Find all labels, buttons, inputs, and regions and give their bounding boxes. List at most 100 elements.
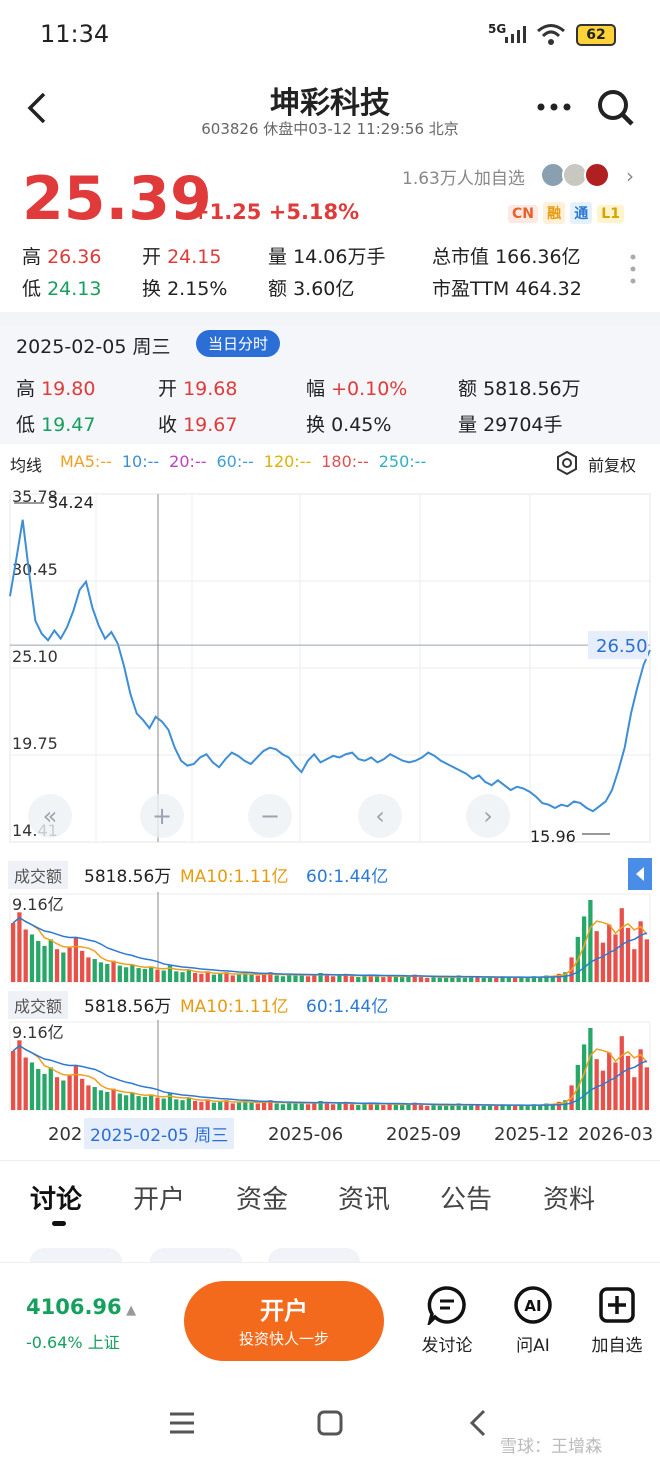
volume-bar (544, 975, 549, 982)
tab-announcements[interactable]: 公告 (440, 1185, 493, 1215)
volume-label: 成交额 (8, 861, 69, 889)
volume-bar (500, 1104, 505, 1110)
chevron-right-icon[interactable]: › (626, 164, 634, 188)
volume-bar (594, 931, 599, 982)
x-tick: 2026-03 (578, 1124, 654, 1145)
volume-bar (111, 1088, 116, 1110)
battery-icon: 62 (576, 24, 616, 46)
x-axis: 202 2025-02-05 周三 2025-06 2025-09 2025-1… (0, 1116, 660, 1156)
more-icon[interactable] (536, 102, 572, 112)
volume-bar (456, 1103, 461, 1110)
index-value[interactable]: 4106.96 ▲ (26, 1295, 137, 1319)
volume-bar (632, 949, 637, 982)
chart-control-button[interactable]: « (28, 794, 72, 838)
volume-bar (481, 977, 486, 982)
day-close: 收 19.67 (158, 414, 238, 436)
volume-bar (556, 973, 562, 982)
volume-bar (487, 977, 493, 982)
volume-bar (500, 976, 505, 982)
volume-bar (161, 970, 166, 982)
volume-bar (644, 939, 649, 982)
add-watchlist-button[interactable]: 加自选 (582, 1285, 652, 1356)
vertical-more-icon[interactable] (628, 252, 638, 288)
filter-chip[interactable] (30, 1248, 122, 1262)
price-chart[interactable]: 35.7830.4525.1019.7514.4126.5034.2415.96… (0, 482, 660, 857)
tab-funds[interactable]: 资金 (236, 1185, 289, 1215)
volume-chart-2[interactable]: 9.16亿 (0, 1020, 660, 1114)
volume-bar (218, 1101, 223, 1110)
search-icon[interactable] (596, 88, 636, 128)
volume-bar (142, 1096, 148, 1110)
volume-bar (512, 1105, 518, 1110)
volume-bar (312, 1102, 317, 1110)
volume-bar (142, 968, 148, 982)
menu-icon[interactable] (168, 1410, 196, 1436)
chart-control-button[interactable]: ‹ (358, 794, 402, 838)
chart-control-button[interactable]: + (140, 794, 184, 838)
volume-bar (48, 939, 53, 982)
volume-bar (425, 1105, 430, 1110)
ma-legend-title: 均线 (10, 456, 43, 475)
volume-frame (9, 893, 651, 983)
ask-ai-button[interactable]: AI 问AI (498, 1285, 568, 1356)
volume-bar (92, 1087, 97, 1110)
home-icon[interactable] (316, 1409, 344, 1437)
action-label: 发讨论 (421, 1336, 473, 1356)
change-percent: +5.18% (268, 200, 360, 224)
volume-bar (211, 974, 217, 982)
volume-bar (230, 975, 235, 982)
volume-ma60-line (12, 1044, 648, 1106)
volume-bar (61, 1080, 66, 1110)
x-tick: 2025-12 (494, 1124, 570, 1145)
current-price-label: 26.50 (596, 636, 648, 657)
volume-bar (431, 976, 436, 982)
volume-legend-2: 成交额 5818.56万 MA10:1.11亿 60:1.44亿 (0, 988, 660, 1020)
volume-bar (418, 1105, 424, 1110)
tab-profile[interactable]: 资料 (543, 1185, 596, 1215)
volume-bar (123, 967, 129, 982)
volume-bar (600, 1070, 606, 1110)
volume-bar (80, 1078, 85, 1110)
volume-chart[interactable]: 9.16亿 (0, 892, 660, 984)
tab-discussion[interactable]: 讨论 (30, 1185, 83, 1215)
volume-bar (544, 1103, 549, 1110)
watchers-count[interactable]: 1.63万人加自选 (402, 169, 525, 189)
ma-legend-item: MA5:-- (60, 452, 112, 471)
tab-open-account[interactable]: 开户 (133, 1185, 186, 1215)
watcher-avatars[interactable] (540, 162, 620, 192)
volume-bar (98, 1090, 104, 1110)
volume-bar (199, 1101, 204, 1110)
ai-icon: AI (514, 1286, 552, 1324)
volume-bar (638, 921, 643, 982)
status-time: 11:34 (40, 20, 110, 48)
volume-bar (412, 1102, 417, 1110)
chart-control-button[interactable]: › (466, 794, 510, 838)
adjust-mode[interactable]: 前复权 (588, 456, 637, 475)
volume-bar (450, 1105, 455, 1110)
stat-open: 开 24.15 (142, 246, 222, 268)
volume-bar (450, 977, 455, 982)
filter-chip[interactable] (150, 1248, 242, 1262)
avatar (562, 162, 588, 188)
tag-connect: 通 (570, 202, 593, 224)
volume-bar (400, 977, 405, 982)
volume-bar (186, 969, 191, 982)
back-icon[interactable] (22, 90, 50, 126)
volume-bar (155, 969, 160, 982)
collapse-panel-button[interactable] (628, 858, 652, 890)
post-discussion-button[interactable]: 发讨论 (412, 1285, 482, 1356)
volume-bar (412, 974, 417, 982)
tab-news[interactable]: 资讯 (338, 1185, 391, 1215)
ma-legend-items: MA5:-- 10:-- 20:-- 60:-- 120:-- 180:-- 250:-- (60, 452, 436, 471)
filter-chip[interactable] (268, 1248, 360, 1262)
intraday-chip[interactable]: 当日分时 (196, 330, 281, 357)
volume-bar (155, 1097, 160, 1110)
open-account-button[interactable]: 开户 投资快人一步 (184, 1281, 384, 1361)
volume-bar (556, 1101, 562, 1110)
back-nav-icon[interactable] (468, 1408, 488, 1438)
chart-control-button[interactable]: − (248, 794, 292, 838)
volume-bar (588, 1028, 593, 1110)
intraday-chip-wrap[interactable]: 当日分时 (196, 330, 281, 357)
settings-icon[interactable] (554, 450, 580, 476)
volume-bar (406, 976, 411, 982)
